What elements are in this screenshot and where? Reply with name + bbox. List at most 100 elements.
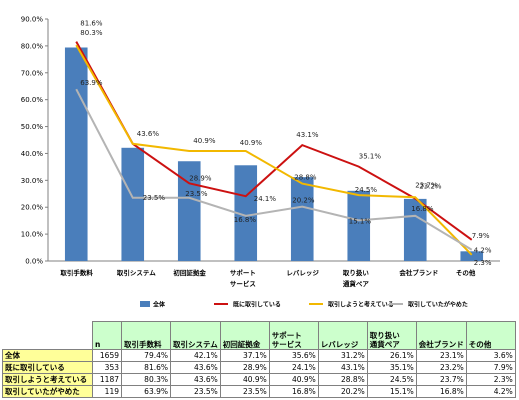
legend-swatch bbox=[140, 301, 150, 307]
table-cell: 43.1% bbox=[317, 361, 368, 374]
bar-series bbox=[64, 47, 484, 261]
category-label: 会社ブランド bbox=[399, 268, 438, 277]
data-table: n 取引手数料 取引システム 初回証拠金 サポート サービス レバレッジ 取り扱い 通貨ペア会… bbox=[2, 321, 516, 398]
y-tick-label: 10.0% bbox=[21, 231, 44, 239]
table-row: 既に取引している 353 81.6% 43.6% 28.9% 24.1% 43.1% 35.1… bbox=[2, 361, 516, 374]
chart: 0.0% 10.0% 20.0% 30.0% 40.0% 50.0% 60.0% 70.0% 8… bbox=[21, 16, 500, 309]
table-cell: 37.1% bbox=[219, 349, 270, 362]
table-corner bbox=[2, 321, 93, 350]
data-label: 16.8% bbox=[234, 216, 257, 224]
data-label: 20.2% bbox=[292, 197, 315, 205]
line-series: 81.6% 43.6% 28.9% 24.1% 43.1% 35.1% 23.2% 7.9% 8… bbox=[75, 20, 492, 267]
data-label: 2.3% bbox=[474, 259, 492, 267]
y-tick-label: 50.0% bbox=[21, 123, 44, 131]
table-row: 取引していたがやめた 119 63.9% 23.5% 23.5% 16.8% 20.2% 15… bbox=[2, 385, 516, 398]
data-label: 23.5% bbox=[143, 194, 166, 202]
table-row: 全体 1659 79.4% 42.1% 37.1% 35.6% 31.2% 26.1% 23.1… bbox=[2, 349, 516, 362]
legend-label: 既に取引している bbox=[233, 301, 281, 309]
category-label: その他 bbox=[456, 268, 476, 277]
chart-legend: 全体 既に取引している 取引しようと考えている 取引していたがやめた bbox=[140, 301, 468, 309]
table-header-cell: 初回証拠金 bbox=[219, 321, 270, 350]
table-header-cell: 取引手数料 bbox=[121, 321, 171, 350]
category-label: サービス bbox=[230, 279, 256, 288]
table-cell: 35.1% bbox=[366, 361, 417, 374]
table-body: 全体 1659 79.4% 42.1% 37.1% 35.6% 31.2% 26.1% 23.1… bbox=[2, 349, 516, 398]
data-label: 80.3% bbox=[80, 29, 103, 37]
table-cell: 4.2% bbox=[465, 385, 516, 398]
data-label: 63.9% bbox=[80, 79, 103, 87]
table-cell: 24.1% bbox=[268, 361, 319, 374]
table-cell: 7.9% bbox=[465, 361, 516, 374]
table-header-row: n 取引手数料 取引システム 初回証拠金 サポート サービス レバレッジ 取り扱い 通貨ペア会… bbox=[2, 321, 516, 350]
table-cell: 43.6% bbox=[170, 361, 221, 374]
table-header-cell: レバレッジ bbox=[317, 321, 368, 350]
table-cell: 35.6% bbox=[268, 349, 319, 362]
series-line bbox=[75, 88, 473, 251]
table-cell: 80.3% bbox=[121, 373, 171, 386]
table-header-cell: 取り扱い 通貨ペア bbox=[366, 321, 417, 350]
data-label: 28.8% bbox=[294, 174, 317, 182]
table-cell: 23.7% bbox=[415, 373, 467, 386]
table-cell: 2.3% bbox=[465, 373, 516, 386]
table-header-cell: 会社ブランド bbox=[415, 321, 467, 350]
table-cell: 3.6% bbox=[465, 349, 516, 362]
table-cell: 16.8% bbox=[415, 385, 467, 398]
data-label: 24.5% bbox=[355, 186, 378, 194]
table-cell: 63.9% bbox=[121, 385, 171, 398]
y-tick-label: 20.0% bbox=[21, 204, 44, 212]
table-cell: 43.6% bbox=[170, 373, 221, 386]
table-cell: 81.6% bbox=[121, 361, 171, 374]
bar bbox=[460, 251, 484, 261]
table-header-cell: その他 bbox=[465, 321, 516, 350]
table-cell: 26.1% bbox=[366, 349, 417, 362]
data-label: 7.9% bbox=[472, 232, 490, 240]
category-label: サポート bbox=[230, 268, 256, 277]
table-cell-n: 1187 bbox=[92, 373, 122, 386]
category-label: 通貨ペア bbox=[343, 279, 370, 288]
legend-label: 取引していたがやめた bbox=[408, 301, 468, 309]
table-cell-n: 353 bbox=[92, 361, 122, 374]
table-cell: 23.5% bbox=[219, 385, 270, 398]
category-label: レバレッジ bbox=[286, 269, 319, 277]
table-row-label: 全体 bbox=[2, 349, 93, 362]
table-cell: 23.2% bbox=[415, 361, 467, 374]
table-cell: 40.9% bbox=[268, 373, 319, 386]
table-cell: 28.8% bbox=[317, 373, 368, 386]
bar bbox=[290, 177, 314, 261]
table-cell: 31.2% bbox=[317, 349, 368, 362]
table-header-n: n bbox=[92, 321, 122, 350]
legend-label: 全体 bbox=[152, 301, 166, 309]
data-label: 81.6% bbox=[80, 20, 103, 28]
category-label: 取引手数料 bbox=[60, 268, 93, 277]
table-row: 取引しようと考えている 1187 80.3% 43.6% 40.9% 40.9% 28.8%… bbox=[2, 373, 516, 386]
bar bbox=[177, 161, 201, 261]
table-cell: 20.2% bbox=[317, 385, 368, 398]
table-cell: 23.5% bbox=[170, 385, 221, 398]
category-label: 取り扱い bbox=[343, 268, 370, 277]
data-label: 35.1% bbox=[359, 153, 382, 161]
series-line bbox=[75, 44, 473, 256]
data-label: 24.1% bbox=[254, 195, 277, 203]
data-label: 23.2% bbox=[419, 183, 442, 191]
data-label: 23.5% bbox=[185, 190, 208, 198]
series-line bbox=[75, 41, 473, 241]
table-header-cell: サポート サービス bbox=[268, 321, 319, 350]
bar bbox=[234, 165, 258, 261]
table-row-label: 既に取引している bbox=[2, 361, 93, 374]
data-label: 40.9% bbox=[240, 139, 263, 147]
y-tick-label: 40.0% bbox=[21, 150, 44, 158]
bar bbox=[403, 198, 427, 261]
y-tick-label: 90.0% bbox=[21, 16, 44, 24]
data-label: 15.1% bbox=[349, 217, 372, 225]
data-label: 23.7% bbox=[415, 181, 438, 189]
bar bbox=[121, 147, 145, 261]
y-tick-label: 70.0% bbox=[21, 69, 44, 77]
y-tick-label: 0.0% bbox=[25, 258, 43, 266]
legend-label: 取引しようと考えている bbox=[328, 301, 394, 309]
category-label: 初回証拠金 bbox=[173, 268, 206, 277]
table-header-cell: 取引システム bbox=[170, 321, 221, 350]
data-label: 43.1% bbox=[296, 131, 319, 139]
table-cell: 23.1% bbox=[415, 349, 467, 362]
data-label: 40.9% bbox=[193, 137, 216, 145]
